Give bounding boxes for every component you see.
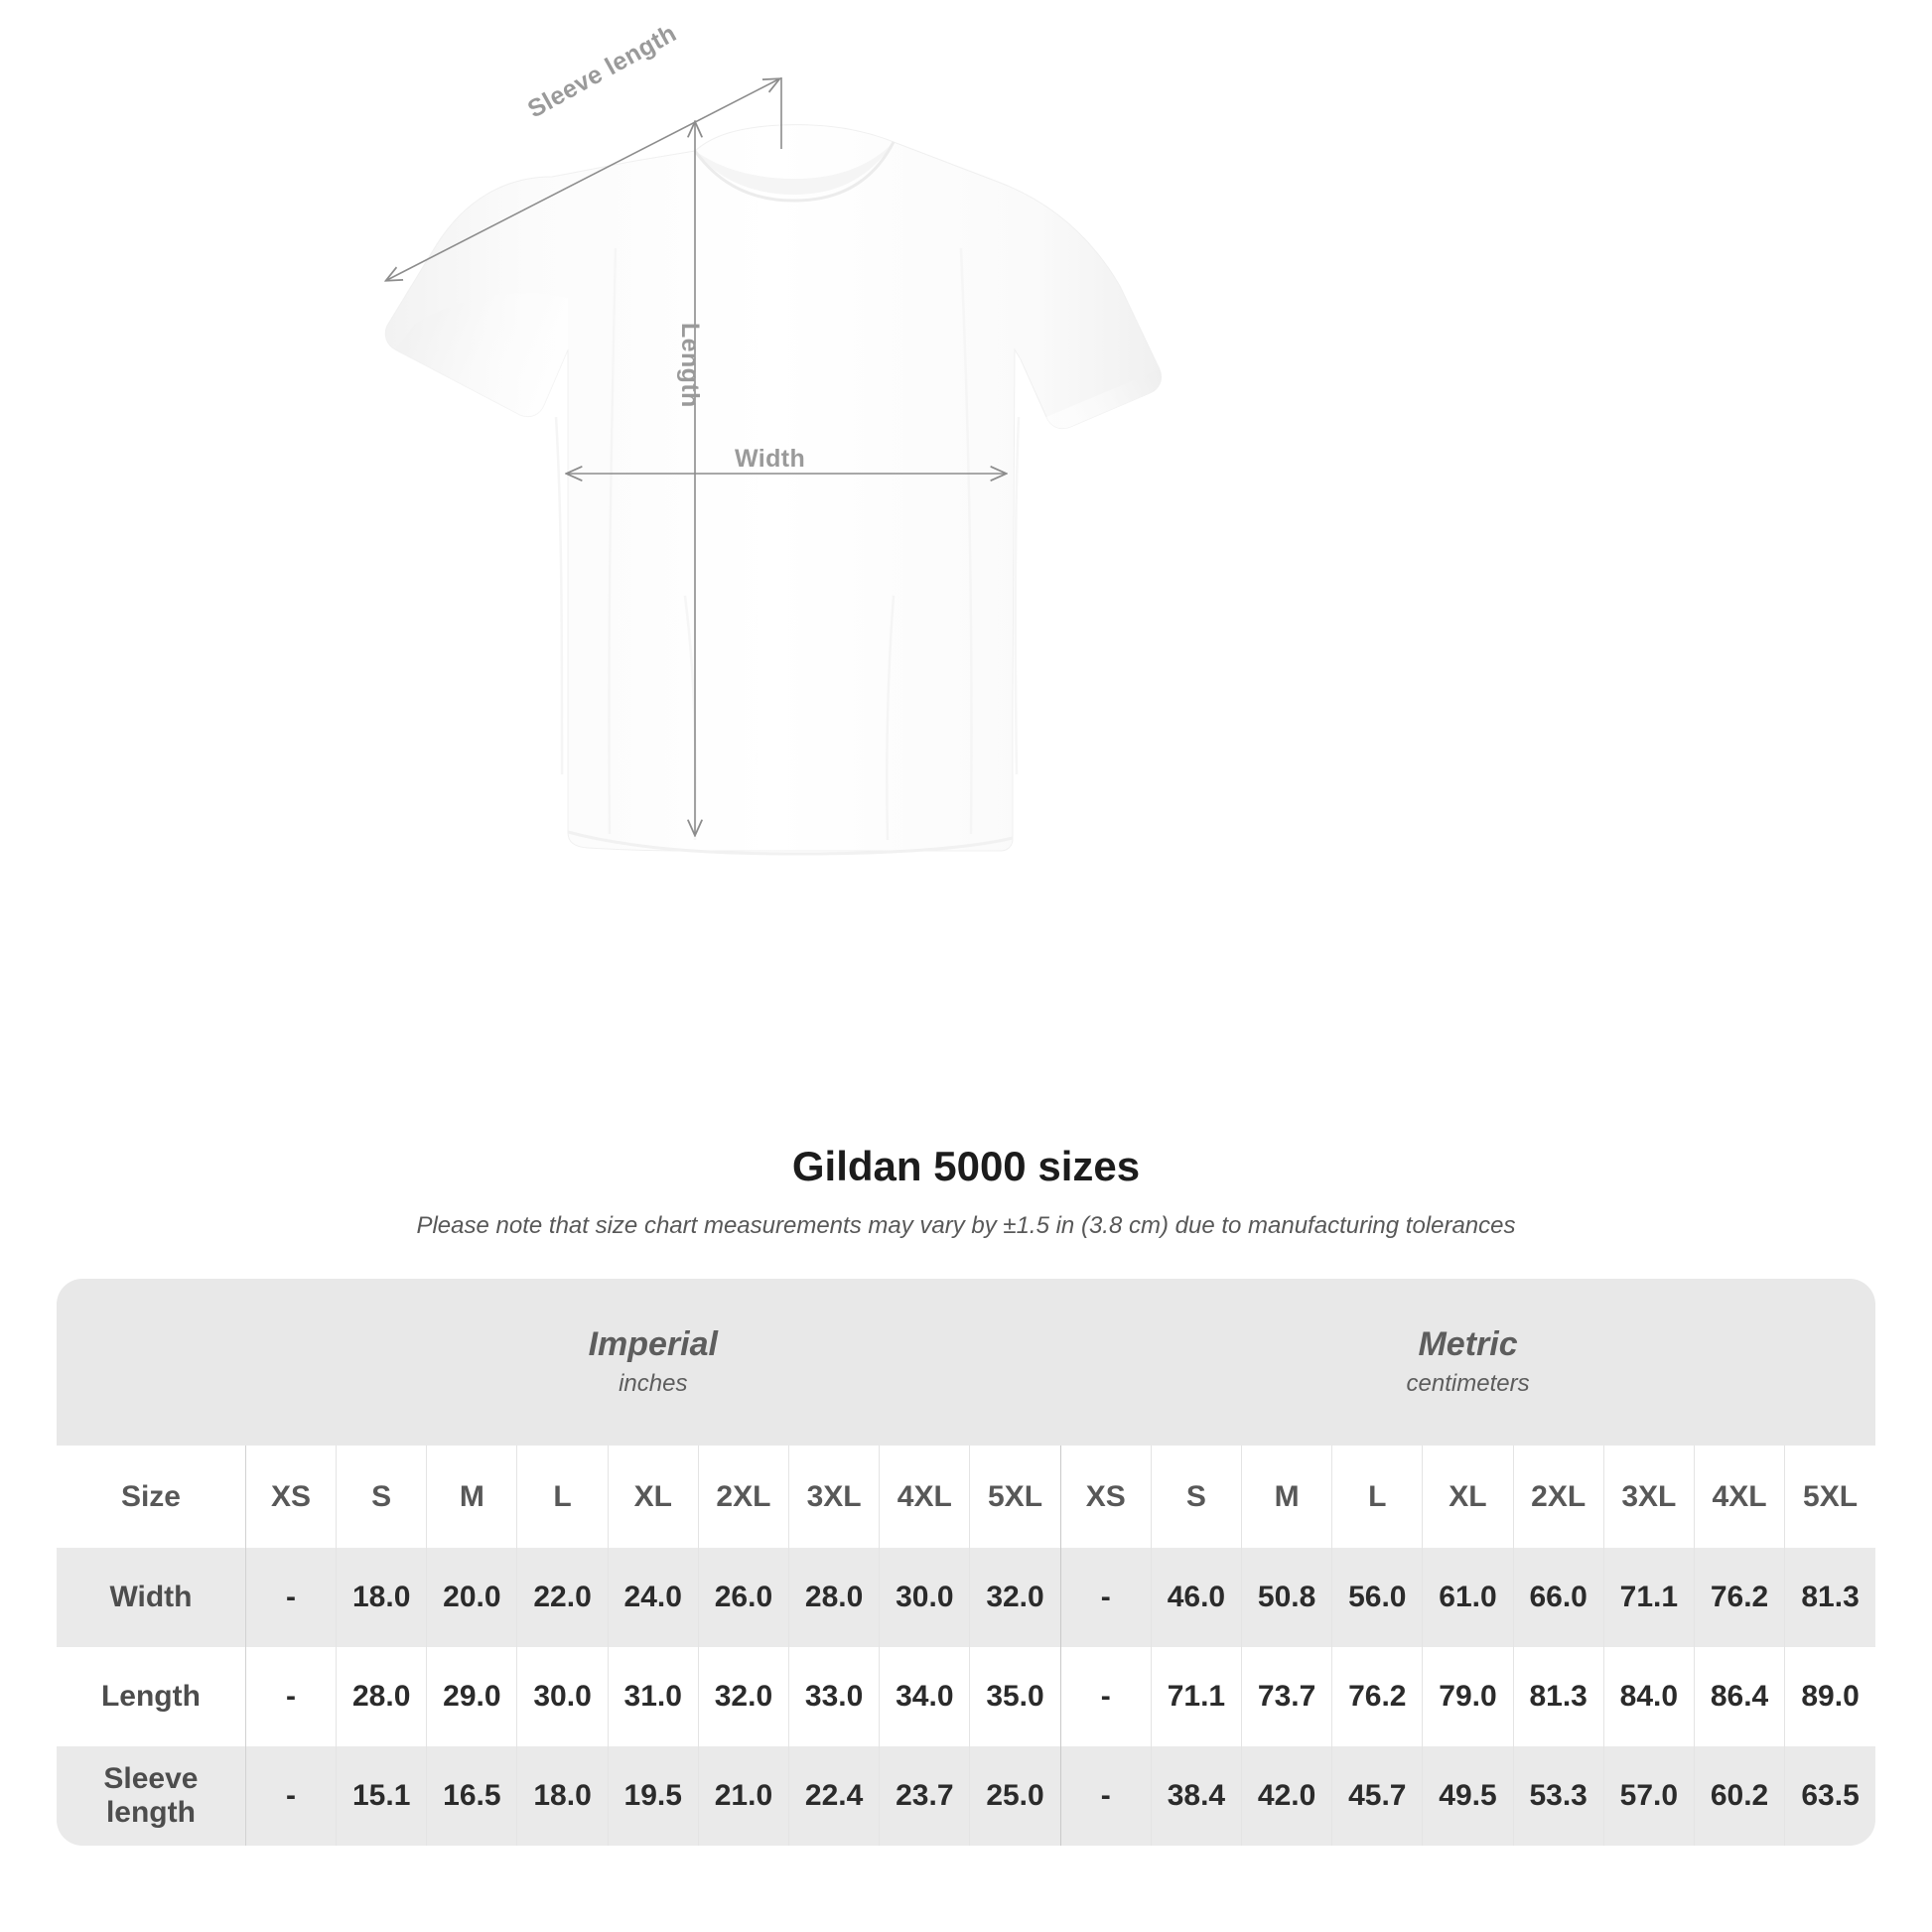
size-chart-table: Imperial inches Metric centimeters Size … — [57, 1279, 1875, 1846]
cell-width-imperial-5xl: 32.0 — [969, 1548, 1061, 1647]
cell-sleeve-metric-xl: 49.5 — [1422, 1746, 1514, 1846]
cell-length-metric-m: 73.7 — [1241, 1647, 1333, 1746]
cell-width-metric-2xl: 66.0 — [1513, 1548, 1604, 1647]
tolerance-note: Please note that size chart measurements… — [416, 1212, 1516, 1240]
cell-length-imperial-2xl: 32.0 — [698, 1647, 790, 1746]
cell-length-imperial-xl: 31.0 — [608, 1647, 699, 1746]
cell-width-metric-4xl: 76.2 — [1694, 1548, 1786, 1647]
cell-width-metric-l: 56.0 — [1331, 1548, 1424, 1647]
unit-group-imperial-name: Imperial — [588, 1325, 718, 1364]
size-header-imperial-s: S — [336, 1446, 428, 1548]
cell-sleeve-imperial-xs: - — [245, 1746, 338, 1846]
cell-width-imperial-s: 18.0 — [336, 1548, 428, 1647]
unit-group-row: Imperial inches Metric centimeters — [57, 1279, 1875, 1446]
size-header-metric-s: S — [1151, 1446, 1243, 1548]
cell-sleeve-imperial-4xl: 23.7 — [879, 1746, 971, 1846]
cell-length-imperial-l: 30.0 — [516, 1647, 609, 1746]
cell-length-metric-5xl: 89.0 — [1784, 1647, 1875, 1746]
cell-width-imperial-4xl: 30.0 — [879, 1548, 971, 1647]
size-header-metric-xl: XL — [1422, 1446, 1514, 1548]
size-header-imperial-xl: XL — [608, 1446, 699, 1548]
size-header-metric-5xl: 5XL — [1784, 1446, 1875, 1548]
cell-width-imperial-2xl: 26.0 — [698, 1548, 790, 1647]
cell-sleeve-metric-5xl: 63.5 — [1784, 1746, 1875, 1846]
cell-sleeve-metric-2xl: 53.3 — [1513, 1746, 1604, 1846]
size-header-imperial-l: L — [516, 1446, 609, 1548]
size-header-metric-2xl: 2XL — [1513, 1446, 1604, 1548]
cell-sleeve-metric-s: 38.4 — [1151, 1746, 1243, 1846]
unit-group-metric-unit: centimeters — [1406, 1370, 1530, 1398]
size-header-metric-3xl: 3XL — [1603, 1446, 1695, 1548]
size-header-imperial-3xl: 3XL — [788, 1446, 881, 1548]
tshirt-measurement-diagram: Sleeve length Length Width — [0, 19, 1163, 856]
table-row: Sleeve length - 15.1 16.5 18.0 19.5 21.0… — [57, 1746, 1875, 1846]
size-header-imperial-xs: XS — [245, 1446, 338, 1548]
cell-length-imperial-m: 29.0 — [426, 1647, 518, 1746]
unit-group-metric: Metric centimeters — [1060, 1279, 1875, 1446]
cell-sleeve-metric-xs: - — [1060, 1746, 1152, 1846]
cell-sleeve-imperial-l: 18.0 — [516, 1746, 609, 1846]
row-label-width: Width — [57, 1548, 246, 1647]
tshirt-illustration — [384, 124, 1163, 856]
unit-spacer-cell — [57, 1279, 246, 1446]
row-label-sleeve-length: Sleeve length — [57, 1746, 246, 1846]
cell-width-metric-s: 46.0 — [1151, 1548, 1243, 1647]
size-header-imperial-4xl: 4XL — [879, 1446, 971, 1548]
cell-length-imperial-3xl: 33.0 — [788, 1647, 881, 1746]
width-annotation-label: Width — [735, 445, 806, 473]
table-row: Length - 28.0 29.0 30.0 31.0 32.0 33.0 3… — [57, 1647, 1875, 1746]
cell-sleeve-imperial-m: 16.5 — [426, 1746, 518, 1846]
cell-width-imperial-3xl: 28.0 — [788, 1548, 881, 1647]
size-table-container: Imperial inches Metric centimeters Size … — [57, 1279, 1875, 1846]
cell-width-metric-m: 50.8 — [1241, 1548, 1333, 1647]
size-header-metric-m: M — [1241, 1446, 1333, 1548]
cell-sleeve-metric-m: 42.0 — [1241, 1746, 1333, 1846]
cell-width-imperial-m: 20.0 — [426, 1548, 518, 1647]
length-annotation-label: Length — [676, 323, 704, 408]
table-row: Width - 18.0 20.0 22.0 24.0 26.0 28.0 30… — [57, 1548, 1875, 1647]
cell-sleeve-imperial-5xl: 25.0 — [969, 1746, 1061, 1846]
size-header-metric-l: L — [1331, 1446, 1424, 1548]
size-header-imperial-2xl: 2XL — [698, 1446, 790, 1548]
cell-length-metric-3xl: 84.0 — [1603, 1647, 1695, 1746]
size-header-row: Size XS S M L XL 2XL 3XL 4XL 5XL XS S M … — [57, 1446, 1875, 1548]
unit-group-imperial: Imperial inches — [245, 1279, 1061, 1446]
size-header-metric-xs: XS — [1060, 1446, 1152, 1548]
size-header-imperial-m: M — [426, 1446, 518, 1548]
cell-width-imperial-xs: - — [245, 1548, 338, 1647]
cell-length-imperial-xs: - — [245, 1647, 338, 1746]
cell-sleeve-imperial-xl: 19.5 — [608, 1746, 699, 1846]
cell-length-imperial-4xl: 34.0 — [879, 1647, 971, 1746]
cell-sleeve-metric-4xl: 60.2 — [1694, 1746, 1786, 1846]
cell-length-metric-l: 76.2 — [1331, 1647, 1424, 1746]
size-header-metric-4xl: 4XL — [1694, 1446, 1786, 1548]
cell-width-metric-xs: - — [1060, 1548, 1152, 1647]
unit-group-imperial-unit: inches — [619, 1370, 688, 1398]
cell-sleeve-imperial-2xl: 21.0 — [698, 1746, 790, 1846]
row-label-length: Length — [57, 1647, 246, 1746]
cell-width-metric-5xl: 81.3 — [1784, 1548, 1875, 1647]
cell-width-imperial-l: 22.0 — [516, 1548, 609, 1647]
title-block: Gildan 5000 sizes Please note that size … — [0, 1142, 1932, 1242]
sleeve-length-measure-line — [387, 77, 782, 280]
cell-length-metric-4xl: 86.4 — [1694, 1647, 1786, 1746]
unit-group-metric-name: Metric — [1418, 1325, 1518, 1364]
cell-sleeve-imperial-s: 15.1 — [336, 1746, 428, 1846]
size-header-label: Size — [57, 1446, 246, 1548]
cell-length-metric-xl: 79.0 — [1422, 1647, 1514, 1746]
cell-width-imperial-xl: 24.0 — [608, 1548, 699, 1647]
cell-length-imperial-5xl: 35.0 — [969, 1647, 1061, 1746]
cell-length-metric-2xl: 81.3 — [1513, 1647, 1604, 1746]
cell-width-metric-3xl: 71.1 — [1603, 1548, 1695, 1647]
page-title: Gildan 5000 sizes — [791, 1143, 1141, 1189]
cell-length-metric-s: 71.1 — [1151, 1647, 1243, 1746]
cell-length-imperial-s: 28.0 — [336, 1647, 428, 1746]
cell-sleeve-metric-l: 45.7 — [1331, 1746, 1424, 1846]
cell-length-metric-xs: - — [1060, 1647, 1152, 1746]
size-header-imperial-5xl: 5XL — [969, 1446, 1061, 1548]
cell-sleeve-imperial-3xl: 22.4 — [788, 1746, 881, 1846]
cell-width-metric-xl: 61.0 — [1422, 1548, 1514, 1647]
cell-sleeve-metric-3xl: 57.0 — [1603, 1746, 1695, 1846]
